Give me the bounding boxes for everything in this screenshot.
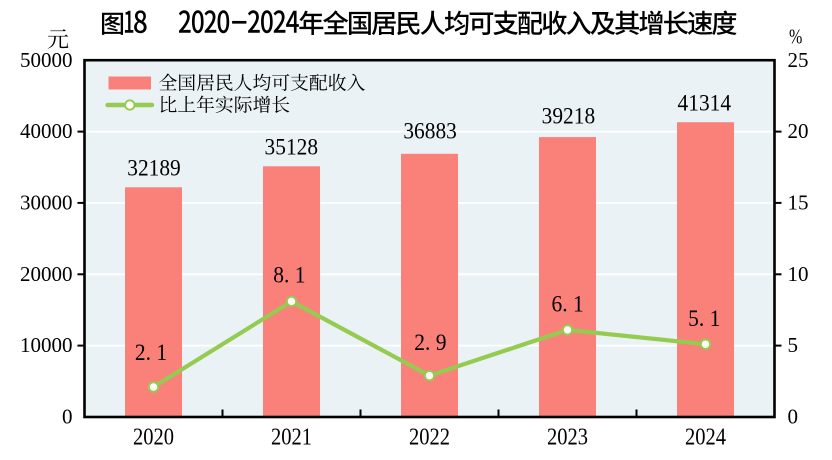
svg-text:20: 20 bbox=[788, 119, 809, 143]
svg-text:0: 0 bbox=[788, 405, 799, 429]
svg-text:35128: 35128 bbox=[265, 134, 318, 160]
svg-text:25: 25 bbox=[788, 48, 809, 72]
svg-text:15: 15 bbox=[788, 191, 809, 215]
svg-text:5: 5 bbox=[788, 333, 799, 357]
svg-text:2023: 2023 bbox=[547, 423, 588, 450]
svg-text:40000: 40000 bbox=[20, 119, 73, 143]
svg-text:10: 10 bbox=[788, 262, 809, 286]
svg-text:2022: 2022 bbox=[409, 423, 450, 450]
svg-text:41314: 41314 bbox=[678, 90, 731, 116]
svg-text:2020: 2020 bbox=[133, 423, 174, 450]
svg-text:6. 1: 6. 1 bbox=[551, 291, 583, 317]
svg-text:10000: 10000 bbox=[20, 333, 73, 357]
svg-text:0: 0 bbox=[62, 405, 73, 429]
svg-text:2. 9: 2. 9 bbox=[414, 329, 446, 355]
svg-text:32189: 32189 bbox=[127, 155, 180, 181]
svg-text:36883: 36883 bbox=[403, 118, 456, 144]
svg-text:2. 1: 2. 1 bbox=[135, 339, 167, 365]
svg-text:5. 1: 5. 1 bbox=[688, 305, 720, 331]
svg-text:39218: 39218 bbox=[542, 103, 595, 129]
svg-text:2024: 2024 bbox=[685, 423, 726, 450]
svg-text:%: % bbox=[789, 26, 802, 50]
svg-text:8. 1: 8. 1 bbox=[273, 262, 305, 288]
svg-text:30000: 30000 bbox=[20, 191, 73, 215]
svg-text:20000: 20000 bbox=[20, 262, 73, 286]
svg-text:50000: 50000 bbox=[20, 48, 73, 72]
svg-text:2021: 2021 bbox=[271, 423, 312, 450]
